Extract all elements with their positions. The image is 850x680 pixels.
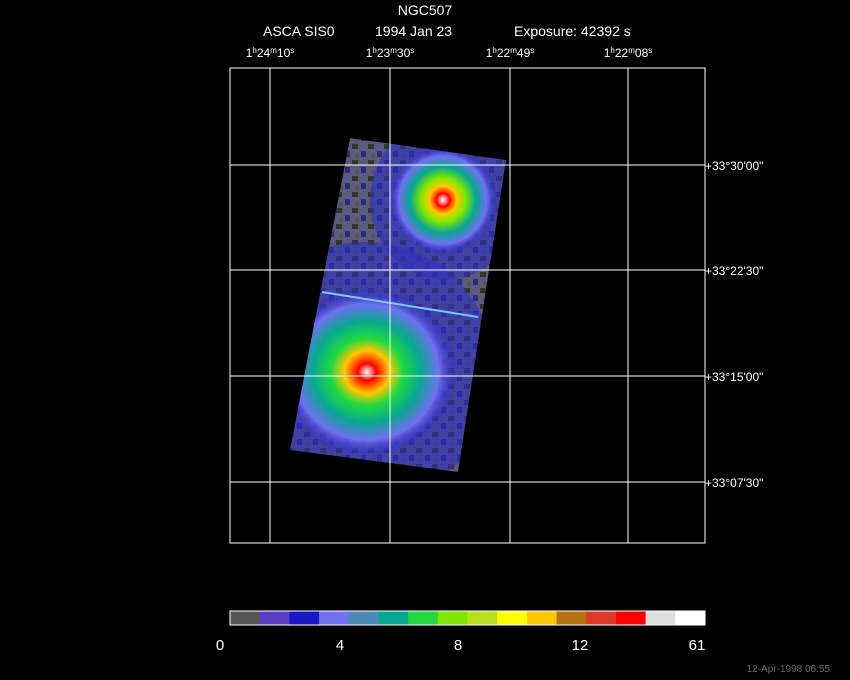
title: NGC507 — [398, 2, 453, 18]
colorbar-swatch — [675, 611, 706, 625]
colorbar-swatch — [437, 611, 468, 625]
colorbar-swatch — [497, 611, 528, 625]
colorbar-frame — [229, 610, 706, 626]
colorbar-swatch — [556, 611, 587, 625]
colorbar-swatch — [645, 611, 676, 625]
colorbar-swatch — [230, 611, 261, 625]
colorbar-label: 0 — [216, 637, 224, 654]
dec-label: +33°30'00" — [705, 159, 763, 173]
ra-label: 1h24m10s — [246, 46, 295, 60]
exposure: Exposure: 42392 s — [514, 23, 631, 39]
dec-label: +33°07'30" — [705, 476, 763, 490]
colorbar-swatch — [408, 611, 439, 625]
colorbar-swatch — [615, 611, 647, 625]
colorbar-swatch — [586, 611, 617, 625]
colorbar-swatch — [259, 611, 290, 625]
colorbar-swatch — [348, 611, 379, 625]
coordinate-grid — [230, 68, 705, 543]
colorbar-swatch — [319, 611, 350, 625]
xray-image — [290, 138, 506, 472]
colorbar-label: 8 — [454, 637, 462, 654]
colorbar-swatch — [526, 611, 558, 625]
colorbar-label: 4 — [336, 637, 344, 654]
colorbar-swatch — [467, 611, 498, 625]
date: 1994 Jan 23 — [375, 23, 452, 39]
ra-label: 1h22m49s — [486, 46, 535, 60]
colorbar-swatch — [289, 611, 320, 625]
colorbar-label: 61 — [689, 637, 706, 654]
dec-label: +33°22'30" — [705, 264, 763, 278]
colorbar-swatch — [378, 611, 409, 625]
frame — [229, 67, 706, 544]
footer-date: 12-Apr-1998 06:55 — [747, 664, 831, 675]
instrument: ASCA SIS0 — [263, 23, 335, 39]
ra-label: 1h23m30s — [366, 46, 415, 60]
ra-label: 1h22m08s — [604, 46, 653, 60]
colorbar-label: 12 — [572, 637, 589, 654]
dec-label: +33°15'00" — [705, 370, 763, 384]
